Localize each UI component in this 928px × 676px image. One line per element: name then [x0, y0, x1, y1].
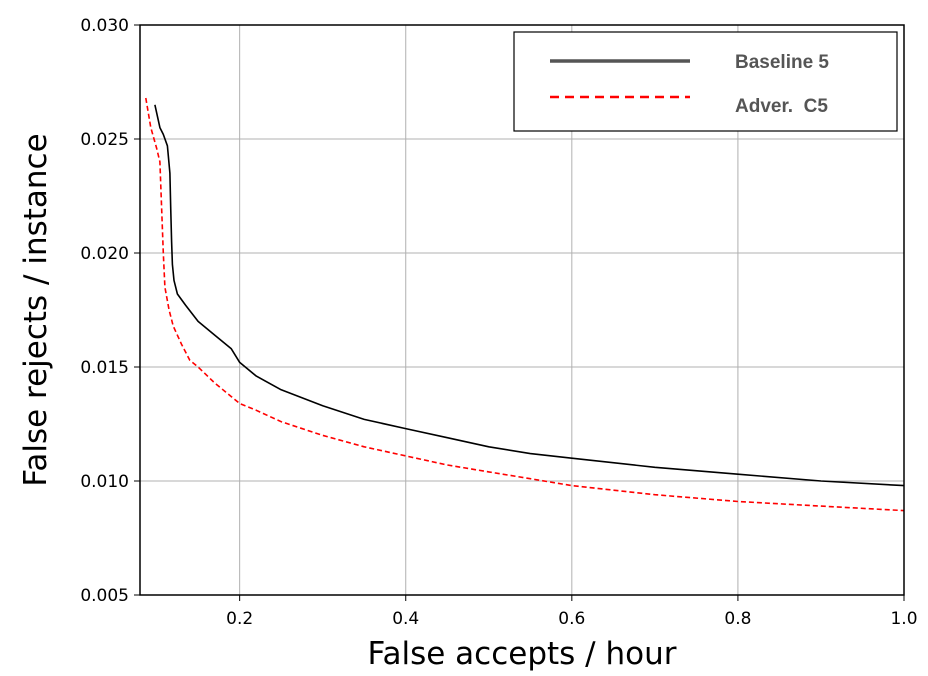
legend-label-baseline: Baseline 5: [735, 52, 829, 73]
y-axis-ticks: 0.005 0.010 0.015 0.020 0.025 0.030: [80, 16, 140, 606]
series-line-baseline: [154, 104, 905, 487]
x-tick-label: 0.2: [226, 609, 253, 629]
x-tick-label: 1.0: [890, 609, 917, 629]
y-tick-label: 0.005: [80, 586, 129, 606]
x-tick-label: 0.6: [558, 609, 585, 629]
x-tick-label: 0.8: [724, 609, 751, 629]
y-tick-label: 0.020: [80, 244, 129, 264]
y-tick-label: 0.010: [80, 472, 129, 492]
series-layer: [145, 97, 905, 512]
plot-frame: [139, 24, 905, 596]
legend: Baseline 5 Adver. C5: [513, 31, 898, 132]
legend-label-adver: Adver. C5: [735, 96, 828, 117]
y-tick-label: 0.025: [80, 130, 129, 150]
y-axis-label: False rejects / instance: [18, 133, 54, 486]
x-axis-ticks: 0.2 0.4 0.6 0.8 1.0: [226, 595, 918, 629]
legend-box: [513, 31, 898, 132]
x-tick-label: 0.4: [392, 609, 419, 629]
y-tick-label: 0.015: [80, 358, 129, 378]
x-axis-label: False accepts / hour: [368, 636, 677, 672]
y-tick-label: 0.030: [80, 16, 129, 36]
series-line-adver: [145, 97, 905, 512]
